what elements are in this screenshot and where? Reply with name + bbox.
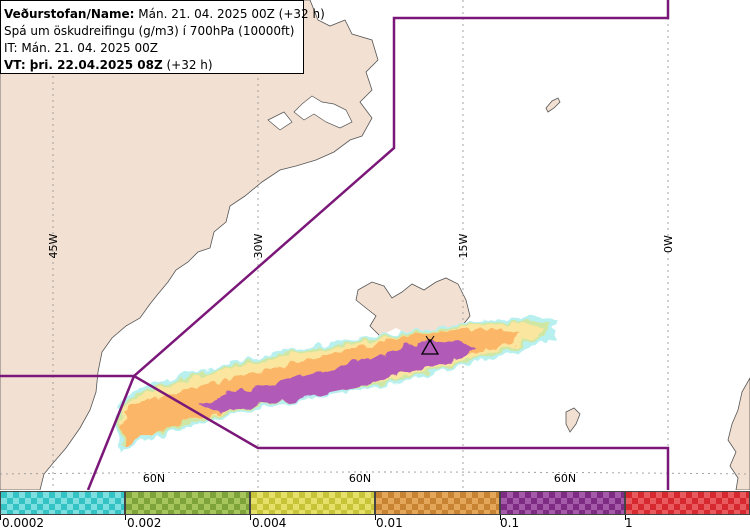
parallel-label-60n-1: 60N [143,472,165,485]
triangle-volcano-icon [420,335,440,355]
legend-label-0002: 0.0002 [2,516,44,530]
faroe-islands [565,407,581,433]
info-name-label: Veðurstofan/Name: [4,7,135,21]
info-line-4: VT: þri. 22.04.2025 08Z (+32 h) [4,57,300,74]
legend-label-004: 0.004 [252,516,287,530]
legend-label-10: 1 [625,516,633,530]
norway-coast [727,377,750,490]
meridian-label-45w: 45W [47,233,60,258]
legend-tick-4 [375,515,376,520]
legend-swatch-5 [500,491,625,515]
info-vt-value: (+32 h) [166,58,213,72]
info-line-3: IT: Mán. 21. 04. 2025 00Z [4,41,158,55]
info-vt-label: VT: þri. 22.04.2025 08Z [4,58,163,72]
ash-dispersion-map: 45W 30W 15W 0W 60N 60N 60N [0,0,750,490]
info-line-1: Veðurstofan/Name: Mán. 21. 04. 2025 00Z … [4,6,325,23]
meridian-label-15w: 15W [457,233,470,258]
parallel-label-60n-3: 60N [554,472,576,485]
legend-label-01: 0.01 [376,516,403,530]
info-line-2: Spá um öskudreifingu (g/m3) í 700hPa (10… [4,24,295,38]
legend-label-002: 0.002 [127,516,162,530]
legend-tick-1 [0,515,1,520]
legend-swatch-6 [625,491,750,515]
legend-tick-6 [625,515,626,520]
greenland-fjord [293,95,353,129]
area-boundary [0,0,670,490]
legend-tick-2 [125,515,126,520]
legend-swatch-4 [375,491,500,515]
meridian-label-0w: 0W [662,235,675,253]
legend-tick-3 [250,515,251,520]
info-name-value: Mán. 21. 04. 2025 00Z (+32 h) [138,7,325,21]
legend-tick-5 [500,515,501,520]
parallel-label-60n-2: 60N [349,472,371,485]
legend-swatch-2 [125,491,250,515]
legend-swatch-1 [0,491,125,515]
greenland-fjord-2 [267,111,293,131]
legend-label-1: 0.1 [500,516,520,530]
jan-mayen-island [545,97,561,113]
concentration-legend: 0.0002 0.002 0.004 0.01 0.1 1 [0,490,750,532]
legend-swatch-3 [250,491,375,515]
ash-level-1 [200,340,474,412]
ash-plume [116,316,558,452]
forecast-info-box: Veðurstofan/Name: Mán. 21. 04. 2025 00Z … [0,0,325,74]
meridian-label-30w: 30W [252,233,265,258]
